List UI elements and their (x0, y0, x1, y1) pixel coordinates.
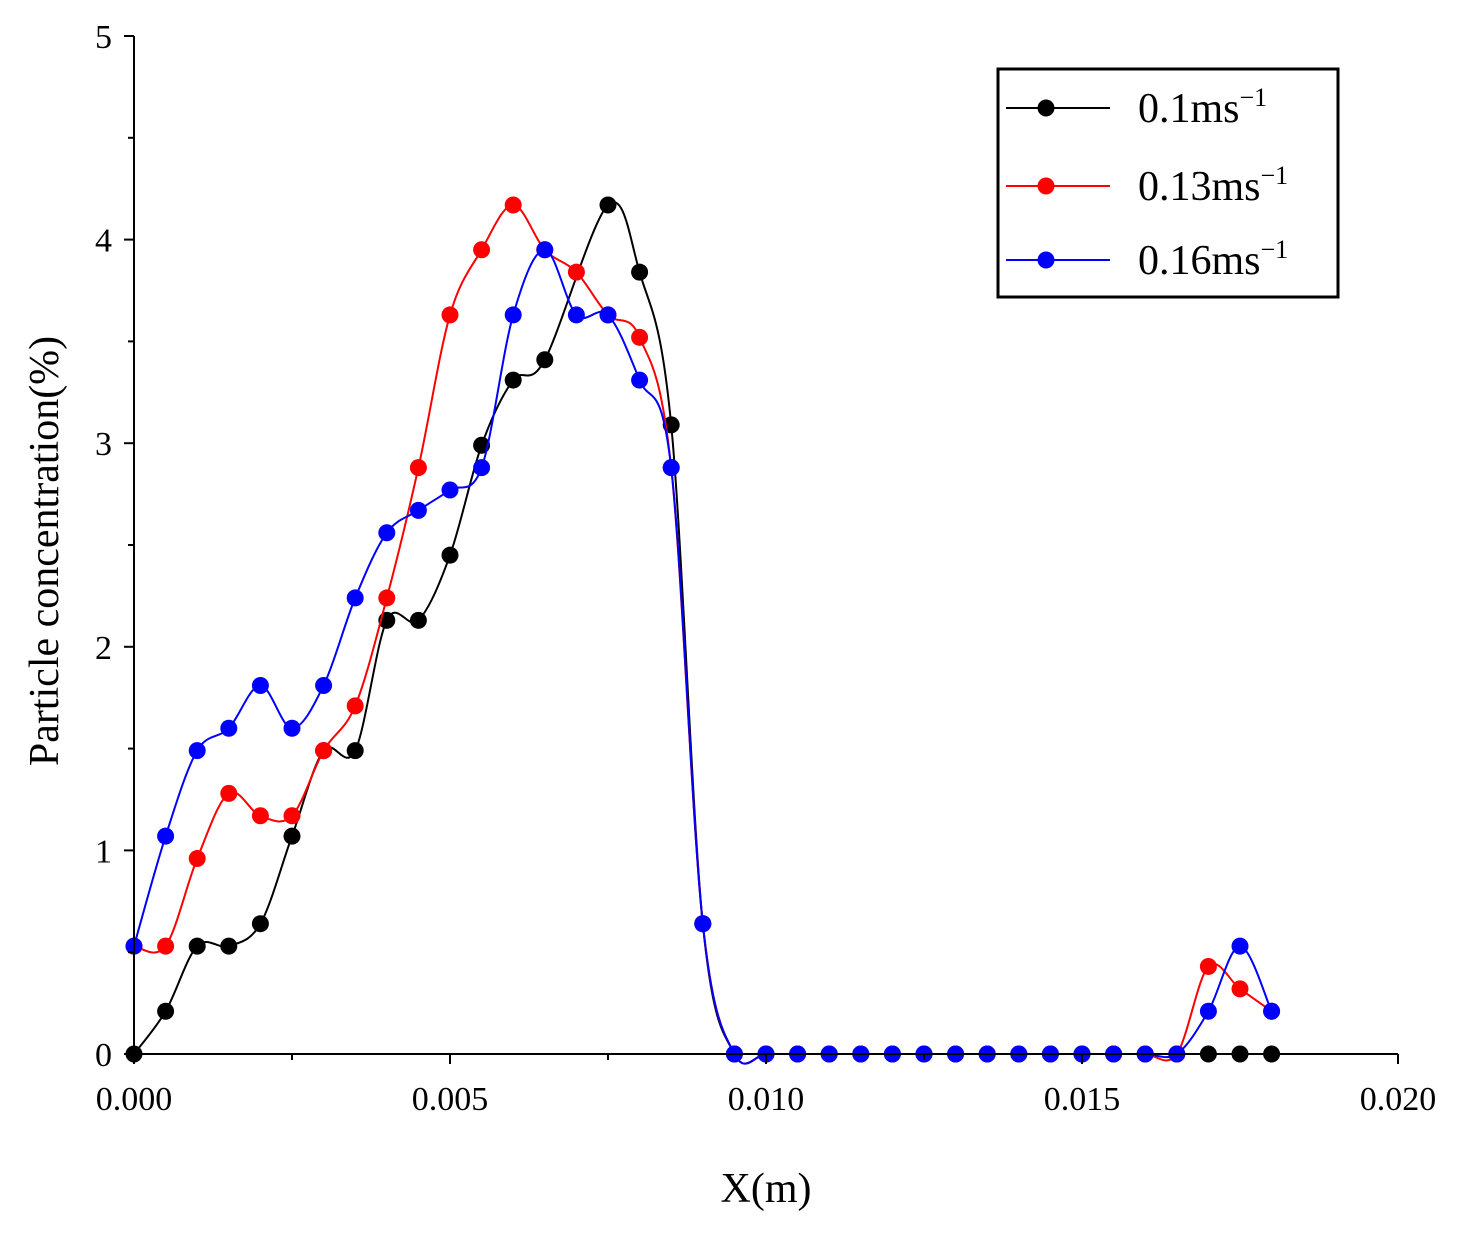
data-point (409, 501, 427, 519)
data-point (251, 915, 269, 933)
legend-item: 0.13ms−1 (1006, 161, 1288, 210)
y-tick-label: 2 (95, 630, 112, 667)
data-point (157, 827, 175, 845)
x-axis-title: X(m) (721, 1166, 812, 1212)
data-point (409, 611, 427, 629)
data-point (346, 697, 364, 715)
legend-label-base: 0.13ms (1138, 164, 1261, 210)
series-line (133, 201, 1272, 1065)
data-point (631, 263, 649, 281)
data-point (631, 371, 649, 389)
data-point (1199, 1002, 1217, 1020)
legend-item: 0.16ms−1 (1006, 235, 1288, 284)
data-point (251, 807, 269, 825)
axes: 0.000 0.005 0.010 0.015 0.020 0 1 2 3 4 5 (95, 19, 1436, 1118)
data-point (1199, 957, 1217, 975)
data-point (409, 459, 427, 477)
data-point (567, 306, 585, 324)
data-point (346, 589, 364, 607)
data-point (504, 306, 522, 324)
data-point (441, 306, 459, 324)
data-point (188, 850, 206, 868)
data-point (188, 937, 206, 955)
data-point (599, 196, 617, 214)
series-2 (125, 196, 1281, 1065)
data-point (378, 524, 396, 542)
y-axis-title: Particle concentration(%) (22, 336, 68, 766)
x-tick-label: 0.020 (1360, 1081, 1437, 1118)
y-tick-label: 1 (95, 833, 112, 870)
data-point (441, 546, 459, 564)
data-point (220, 784, 238, 802)
legend-label-superscript: −1 (1261, 161, 1289, 190)
x-tick-label: 0.015 (1044, 1081, 1121, 1118)
data-point (378, 589, 396, 607)
y-tick-label: 3 (95, 426, 112, 463)
data-point (315, 676, 333, 694)
data-point (441, 481, 459, 499)
legend-label: 0.1ms−1 (1138, 83, 1267, 132)
data-point (567, 263, 585, 281)
data-point (662, 459, 680, 477)
series-line (133, 203, 1273, 1065)
data-point (220, 719, 238, 737)
data-point (536, 351, 554, 369)
data-point (283, 719, 301, 737)
y-tick-label: 4 (95, 223, 112, 260)
legend-label-superscript: −1 (1240, 83, 1268, 112)
data-point (188, 742, 206, 760)
data-point (220, 937, 238, 955)
data-point (599, 306, 617, 324)
data-point (1231, 937, 1249, 955)
data-point (251, 676, 269, 694)
data-point (283, 827, 301, 845)
data-point (283, 807, 301, 825)
data-point (504, 371, 522, 389)
data-point (694, 915, 712, 933)
legend-label-superscript: −1 (1261, 235, 1289, 264)
data-point (536, 241, 554, 259)
data-point (473, 459, 491, 477)
data-point (157, 1002, 175, 1020)
series-3 (125, 241, 1281, 1065)
legend-item: 0.1ms−1 (1006, 83, 1267, 132)
data-point (157, 937, 175, 955)
data-point (631, 328, 649, 346)
data-point (1231, 980, 1249, 998)
legend-label: 0.16ms−1 (1138, 235, 1288, 284)
data-point (504, 196, 522, 214)
series-line (133, 248, 1273, 1065)
legend-marker (1037, 177, 1055, 195)
series-layer (125, 196, 1281, 1065)
y-tick-label: 0 (95, 1037, 112, 1074)
data-point (346, 742, 364, 760)
legend-marker (1037, 99, 1055, 117)
y-tick-label: 5 (95, 19, 112, 56)
x-tick-label: 0.000 (96, 1081, 173, 1118)
legend-label: 0.13ms−1 (1138, 161, 1288, 210)
legend-label-base: 0.1ms (1138, 86, 1240, 132)
x-tick-label: 0.010 (728, 1081, 805, 1118)
legend: 0.1ms−10.13ms−10.16ms−1 (996, 67, 1340, 299)
legend-marker (1037, 251, 1055, 269)
y-ticks: 0 1 2 3 4 5 (95, 19, 134, 1074)
legend-label-base: 0.16ms (1138, 238, 1261, 284)
series-1 (125, 196, 1281, 1065)
x-ticks: 0.000 0.005 0.010 0.015 0.020 (96, 1054, 1437, 1118)
x-tick-label: 0.005 (412, 1081, 489, 1118)
data-point (315, 742, 333, 760)
data-point (1263, 1002, 1281, 1020)
data-point (473, 241, 491, 259)
